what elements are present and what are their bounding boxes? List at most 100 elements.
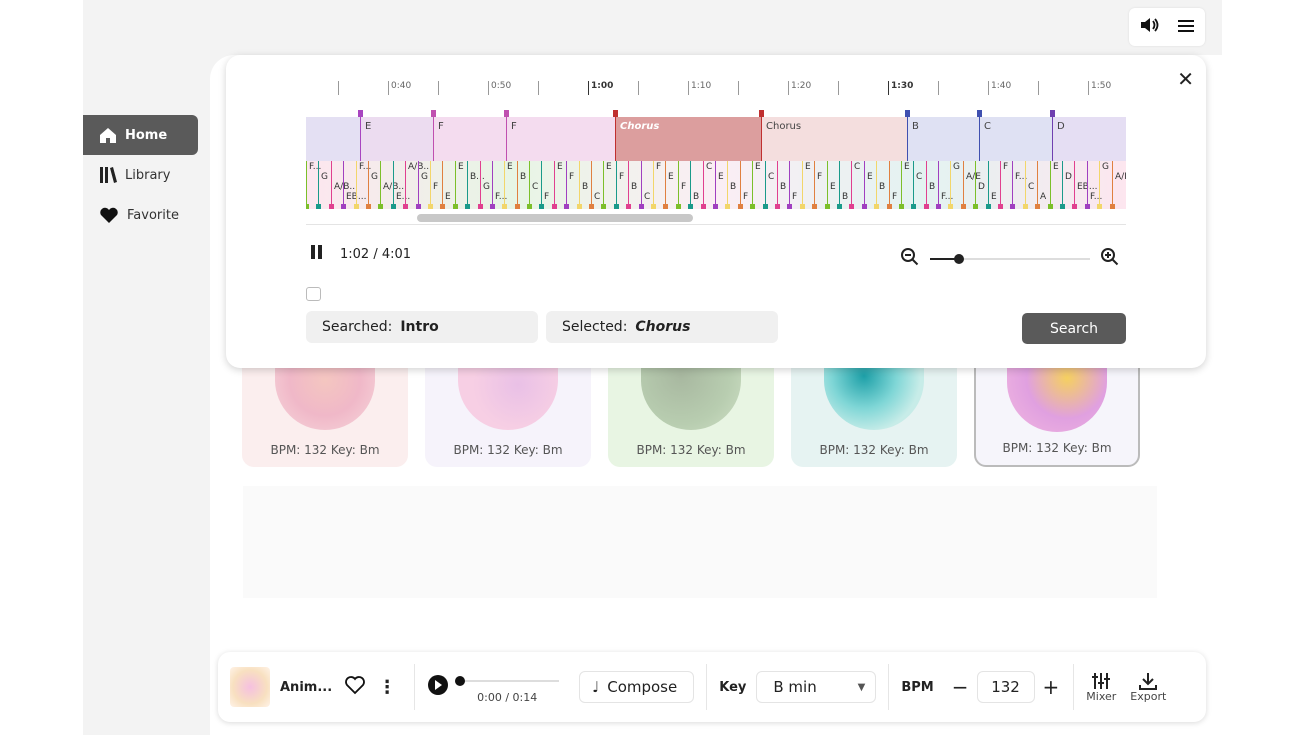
chord-marker[interactable]: A/B... [378, 161, 407, 209]
chord-handle[interactable] [812, 204, 817, 209]
chord-handle[interactable] [502, 204, 507, 209]
chord-marker[interactable]: G [948, 161, 960, 209]
chord-handle[interactable] [1097, 204, 1102, 209]
chord-marker[interactable]: F [564, 161, 574, 209]
chord-marker[interactable]: E [440, 161, 451, 209]
chord-marker[interactable]: EB... [1072, 161, 1097, 209]
export-button[interactable]: Export [1130, 672, 1166, 703]
option-checkbox[interactable] [306, 287, 321, 301]
chord-handle[interactable] [391, 204, 396, 209]
chord-marker[interactable]: E [825, 161, 836, 209]
chord-marker[interactable]: C [701, 161, 712, 209]
chord-marker[interactable]: A/Bm [1110, 161, 1126, 209]
chord-marker[interactable]: E [1048, 161, 1059, 209]
chord-handle[interactable] [911, 204, 916, 209]
chord-handle[interactable] [626, 204, 631, 209]
chord-handle[interactable] [775, 204, 780, 209]
chord-handle[interactable] [354, 204, 359, 209]
chord-marker[interactable]: C [763, 161, 774, 209]
chord-marker[interactable]: E [663, 161, 674, 209]
section-block[interactable]: D [1050, 110, 1126, 161]
section-block[interactable]: Chorus [759, 110, 908, 161]
chord-handle[interactable] [986, 204, 991, 209]
chord-marker[interactable]: B [775, 161, 786, 209]
chord-marker[interactable]: B [837, 161, 848, 209]
chord-handle[interactable] [1010, 204, 1015, 209]
play-icon[interactable] [427, 674, 449, 700]
chord-marker[interactable]: B [874, 161, 885, 209]
chord-handle[interactable] [862, 204, 867, 209]
chord-handle[interactable] [837, 204, 842, 209]
chord-marker[interactable]: E [453, 161, 464, 209]
section-marker[interactable] [358, 110, 363, 117]
chord-marker[interactable]: E [800, 161, 811, 209]
chord-marker[interactable]: B [577, 161, 588, 209]
chord-marker[interactable]: D [973, 161, 985, 209]
chord-handle[interactable] [973, 204, 978, 209]
sidebar-item-favorite[interactable]: Favorite [83, 195, 198, 235]
chord-handle[interactable] [1060, 204, 1065, 209]
chord-handle[interactable] [874, 204, 879, 209]
chord-marker[interactable]: B [515, 161, 526, 209]
section-marker[interactable] [759, 110, 764, 117]
chord-marker[interactable]: B [725, 161, 736, 209]
chord-handle[interactable] [478, 204, 483, 209]
chord-handle[interactable] [564, 204, 569, 209]
chord-marker[interactable]: F [614, 161, 624, 209]
chord-handle[interactable] [1085, 204, 1090, 209]
mixer-button[interactable]: Mixer [1086, 672, 1116, 703]
chord-handle[interactable] [515, 204, 520, 209]
section-block[interactable]: Chorus [613, 110, 762, 161]
chord-handle[interactable] [899, 204, 904, 209]
chord-handle[interactable] [1035, 204, 1040, 209]
chord-marker[interactable]: A/B... [403, 161, 432, 209]
chord-marker[interactable]: EB... [341, 161, 366, 209]
section-marker[interactable] [613, 110, 618, 117]
chord-handle[interactable] [539, 204, 544, 209]
chord-handle[interactable] [961, 204, 966, 209]
progress-handle[interactable] [455, 676, 466, 686]
sidebar-item-library[interactable]: Library [83, 155, 198, 195]
bpm-input[interactable]: 132 [976, 671, 1035, 703]
chord-handle[interactable] [787, 204, 792, 209]
chord-handle[interactable] [306, 204, 309, 209]
chord-handle[interactable] [428, 204, 433, 209]
chord-handle[interactable] [378, 204, 383, 209]
chord-marker[interactable]: A [1035, 161, 1046, 209]
heart-outline-icon[interactable] [344, 675, 366, 699]
chord-handle[interactable] [998, 204, 1003, 209]
chord-handle[interactable] [800, 204, 805, 209]
chord-handle[interactable] [1072, 204, 1077, 209]
section-block[interactable]: E [358, 110, 434, 161]
chord-handle[interactable] [676, 204, 681, 209]
chord-marker[interactable]: F [812, 161, 822, 209]
pause-icon[interactable] [310, 245, 324, 263]
zoom-in-icon[interactable] [1100, 247, 1120, 271]
chord-handle[interactable] [1110, 204, 1115, 209]
hamburger-icon[interactable] [1177, 18, 1196, 37]
chord-marker[interactable]: D [1060, 161, 1072, 209]
chord-handle[interactable] [416, 204, 421, 209]
chord-marker[interactable]: B... [465, 161, 485, 209]
track-progress[interactable]: 0:00 / 0:14 [455, 667, 563, 707]
chord-marker[interactable]: F... [1010, 161, 1027, 209]
chord-handle[interactable] [552, 204, 557, 209]
chord-handle[interactable] [701, 204, 706, 209]
chord-marker[interactable]: A/B... [329, 161, 358, 209]
chord-marker[interactable]: E [899, 161, 910, 209]
section-marker[interactable] [431, 110, 436, 117]
section-block[interactable]: C [977, 110, 1053, 161]
compose-button[interactable]: ♩ Compose [579, 671, 695, 703]
zoom-slider[interactable] [930, 254, 1090, 264]
chord-marker[interactable]: F... [936, 161, 953, 209]
chord-marker[interactable]: B [626, 161, 637, 209]
chord-handle[interactable] [614, 204, 619, 209]
chord-marker[interactable]: A/E [961, 161, 981, 209]
section-block[interactable]: F [431, 110, 507, 161]
chord-handle[interactable] [527, 204, 532, 209]
chord-handle[interactable] [948, 204, 953, 209]
chord-handle[interactable] [651, 204, 656, 209]
chord-marker[interactable]: E... [391, 161, 410, 209]
chord-handle[interactable] [589, 204, 594, 209]
more-options-icon[interactable]: ⋮ [378, 676, 397, 698]
